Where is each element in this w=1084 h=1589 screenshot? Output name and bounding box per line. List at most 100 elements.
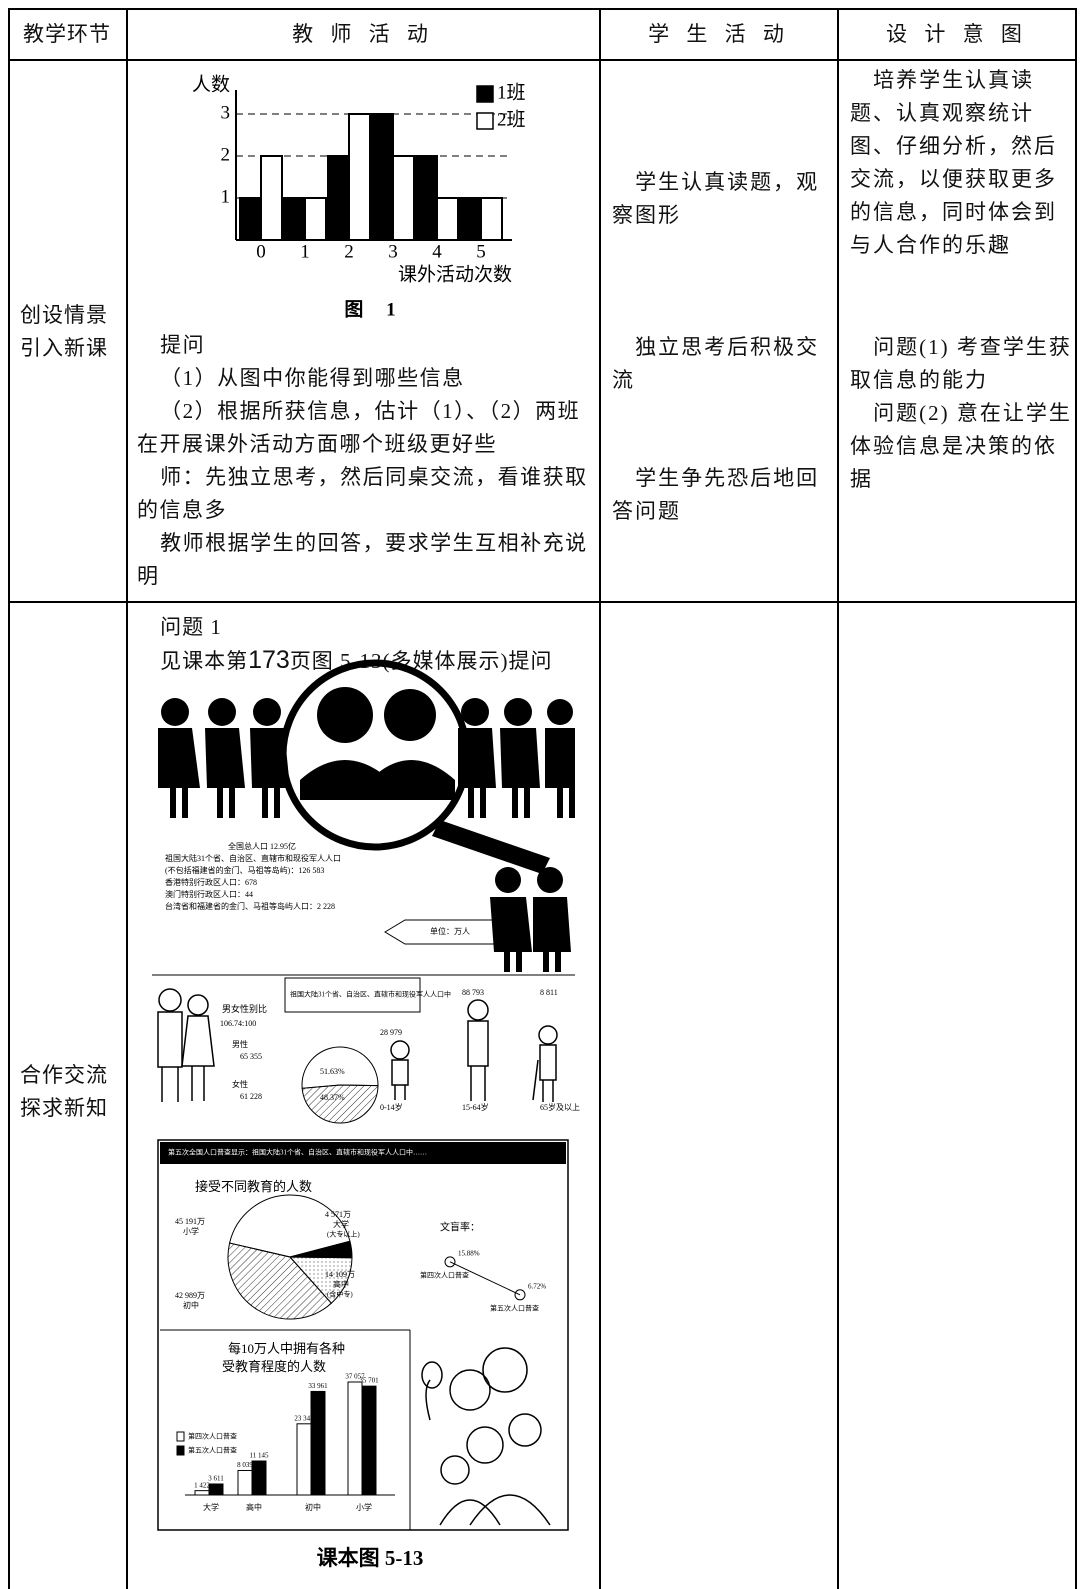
student-cell: 独立思考后积极交流 (612, 331, 834, 397)
paragraph: （1）从图中你能得到哪些信息 (160, 366, 465, 390)
paragraph: 独立思考后积极交流 (612, 335, 820, 392)
bar (251, 1460, 267, 1496)
illustration-text: 全国总人口 12.95亿 (228, 841, 296, 851)
intent-cell: 问题(1) 考查学生获取信息的能力 问题(2) 意在让学生体验信息是决策的依据 (850, 331, 1072, 496)
connector (449, 1261, 521, 1296)
illustration-text: (大专以上) (327, 1230, 360, 1239)
pie-slice (228, 1194, 351, 1258)
paragraph: 学生争先恐后地回答问题 (612, 466, 820, 523)
illustration-text: 65 355 (240, 1052, 262, 1061)
illustration-text: 女性 (232, 1079, 248, 1089)
bar (480, 197, 503, 241)
legend-label: 1班 (497, 81, 526, 103)
family-drawing (421, 1347, 551, 1526)
text: 见课本第 (160, 649, 249, 673)
illustration-text: 每10万人中拥有各种 (228, 1341, 345, 1356)
value-label: 11 145 (250, 1452, 269, 1460)
magnifier (279, 659, 471, 851)
bar (348, 113, 371, 241)
x-axis-label: 课外活动次数 (398, 263, 512, 285)
illustration-text: 男女性别比 (222, 1003, 267, 1014)
legend-swatch (176, 1445, 185, 1456)
illustration-text: 第五次人口普查 (490, 1303, 539, 1312)
illustration-lower (157, 1139, 569, 1531)
teacher-cell: 问题 1 见课本第173页图 5-13(多媒体展示)提问 (137, 611, 595, 678)
page-number: 173 (248, 646, 290, 674)
illustration-text: 接受不同教育的人数 (195, 1179, 312, 1194)
illustration-text: 台湾省和福建省的金门、马祖等岛屿人口：2 228 (165, 901, 335, 911)
illustration-text: 高中 (246, 1502, 262, 1512)
stage-line: 合作交流 (20, 1063, 108, 1087)
people (157, 988, 558, 1102)
y-axis-label: 人数 (192, 73, 230, 95)
unit-box (384, 919, 521, 945)
illustration-text: 4 571万 (325, 1210, 351, 1219)
bar (208, 1483, 224, 1496)
illustration-text: 小学 (356, 1502, 372, 1512)
x-tick-label: 3 (388, 241, 398, 262)
rule (8, 8, 10, 1589)
stage-line: 探求新知 (20, 1096, 108, 1120)
value-label: 37 057 (345, 1373, 365, 1381)
rule (126, 8, 128, 1589)
illustration-text: (含中专) (327, 1290, 353, 1299)
illustration-text: 大学 (203, 1502, 219, 1512)
illustration-text: 28 979 (380, 1028, 402, 1037)
illustration-text: 106.74:100 (220, 1019, 256, 1028)
rule (837, 8, 839, 1589)
illustration-text: 香港特别行政区人口：678 (165, 877, 257, 887)
teacher-cell: 提问 （1）从图中你能得到哪些信息 （2）根据所获信息，估计（1）、（2）两班在… (137, 329, 595, 593)
illustration-text: 第四次人口普查 (188, 1432, 237, 1441)
rule (8, 8, 1076, 10)
value-label: 3 611 (208, 1475, 224, 1483)
illustration-text: 澳门特别行政区人口：44 (165, 889, 253, 899)
x-tick-label: 5 (476, 241, 486, 262)
illustration-text: 8 811 (540, 988, 558, 997)
paragraph: 问题(2) 意在让学生体验信息是决策的依据 (850, 401, 1072, 491)
bar (310, 1390, 326, 1496)
bar (436, 197, 459, 241)
illustration-text: (不包括福建省的金门、马祖等岛屿)：126 583 (165, 865, 324, 875)
pie-slice (301, 1084, 379, 1124)
illustration-text: 88 793 (462, 988, 484, 997)
pie-slice (301, 1046, 379, 1089)
reference: 见课本第173页图 5-13(多媒体展示)提问 (137, 644, 595, 678)
stage-line: 引入新课 (20, 336, 108, 360)
y-tick-label: 2 (221, 144, 231, 165)
illustration-text: 受教育程度的人数 (222, 1359, 326, 1374)
illustration-text: 15-64岁 (462, 1102, 489, 1112)
paragraph: 问题 1 (160, 615, 222, 639)
header-cell: 教 师 活 动 (292, 22, 434, 46)
x-tick-label: 0 (256, 241, 266, 262)
paragraph: 提问 (160, 333, 206, 357)
value-label: 8 039 (237, 1461, 253, 1469)
illustration-text: 大学 (333, 1219, 349, 1229)
illustration-text: 48.37% (320, 1093, 345, 1102)
value-label: 1 422 (194, 1481, 210, 1489)
legend-swatch (476, 85, 494, 103)
illustration-text: 第五次全国人口普查显示：祖国大陆31个省、自治区、直辖市和现役军人人口中…… (168, 1148, 427, 1157)
value-label: 33 961 (308, 1382, 328, 1390)
legend-label: 2班 (497, 108, 526, 130)
bar (296, 1423, 312, 1496)
illustration-text: 第五次人口普查 (188, 1446, 237, 1455)
panel-frame (157, 1139, 569, 1531)
bar (415, 155, 438, 241)
illustration-text: 祖国大陆31个省、自治区、直辖市和现役军人人口 (165, 853, 341, 863)
silhouettes (158, 687, 575, 972)
illustration-text: 小学 (183, 1226, 199, 1236)
rule (8, 59, 1076, 61)
bar (459, 197, 482, 241)
illustration-text: 祖国大陆31个省、自治区、直辖市和现役军人人口中 (290, 990, 451, 999)
magnifier-handle (432, 820, 550, 874)
bar (361, 1385, 377, 1496)
y-tick-label: 1 (221, 186, 231, 207)
legend-swatch (476, 112, 494, 130)
illustration-text: 6.72% (528, 1282, 546, 1290)
illustration-text: 初中 (183, 1300, 199, 1310)
header-cell: 教学环节 (23, 22, 111, 46)
